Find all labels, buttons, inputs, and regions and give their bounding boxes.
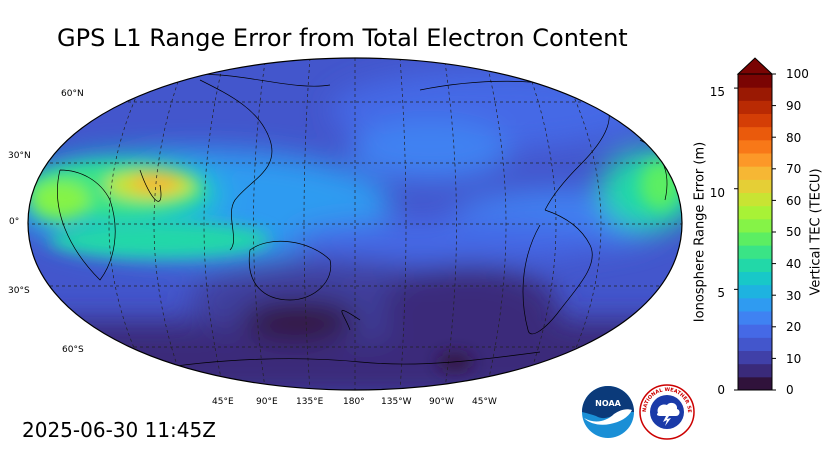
right-tick-40: 40 <box>786 257 802 271</box>
lon-label-180: 180° <box>343 397 365 407</box>
lat-label-30s: 30°S <box>8 286 30 296</box>
colorbar-bands <box>738 74 772 391</box>
colorbar-right-label: Vertical TEC (TECU) <box>808 168 824 296</box>
colorbar-band <box>738 324 772 338</box>
colorbar-band <box>738 153 772 167</box>
colorbar-band <box>738 139 772 154</box>
colorbar-ticks <box>734 73 776 391</box>
colorbar-band <box>738 297 772 312</box>
colorbar-band <box>738 87 772 101</box>
noaa-logo: NOAA <box>582 386 634 438</box>
right-tick-90: 90 <box>786 99 802 113</box>
noaa-logo-text: NOAA <box>595 399 621 408</box>
right-tick-50: 50 <box>786 225 802 239</box>
colorbar-band <box>738 363 772 378</box>
colorbar-band <box>738 232 772 246</box>
lon-label-135w: 135°W <box>381 397 412 407</box>
colorbar-band <box>738 113 772 128</box>
colorbar-extend-arrow <box>736 57 774 75</box>
lon-label-90e: 90°E <box>256 397 278 407</box>
right-tick-0: 0 <box>786 383 794 397</box>
colorbar-band <box>738 100 772 114</box>
left-tick-10: 10 <box>709 186 725 200</box>
colorbar-band <box>738 166 772 180</box>
lon-label-45w: 45°W <box>472 397 497 407</box>
left-tick-5: 5 <box>717 286 725 300</box>
colorbar-band <box>738 311 772 325</box>
colorbar-band <box>738 284 772 299</box>
lon-label-135e: 135°E <box>296 397 324 407</box>
chart-title: GPS L1 Range Error from Total Electron C… <box>57 24 628 52</box>
colorbar-band <box>738 192 772 207</box>
right-tick-30: 30 <box>786 289 802 303</box>
left-tick-0: 0 <box>717 383 725 397</box>
colorbar-band <box>738 245 772 259</box>
lat-label-30n: 30°N <box>8 151 31 161</box>
colorbar-band <box>738 179 772 193</box>
colorbar-band <box>738 205 772 220</box>
right-tick-80: 80 <box>786 131 802 145</box>
right-tick-100: 100 <box>786 67 809 81</box>
lat-label-60n: 60°N <box>61 89 84 99</box>
lon-label-90w: 90°W <box>429 397 454 407</box>
lon-label-45e: 45°E <box>212 397 234 407</box>
timestamp: 2025-06-30 11:45Z <box>22 418 216 442</box>
lat-label-60s: 60°S <box>62 345 84 355</box>
lat-label-0: 0° <box>9 217 20 227</box>
colorbar-band <box>738 126 772 141</box>
colorbar-band <box>738 376 772 391</box>
right-tick-60: 60 <box>786 194 802 208</box>
globe-outline <box>27 57 683 391</box>
colorbar-band <box>738 337 772 351</box>
colorbar-band <box>738 74 772 88</box>
colorbar-band <box>738 218 772 233</box>
right-tick-10: 10 <box>786 352 802 366</box>
nws-logo: NATIONAL WEATHER SERVICE <box>638 383 695 440</box>
colorbar-band <box>738 350 772 365</box>
colorbar-left-label: Ionosphere Range Error (m) <box>692 141 708 323</box>
colorbar-band <box>738 271 772 286</box>
colorbar-band <box>738 258 772 272</box>
left-tick-15: 15 <box>709 85 725 99</box>
right-tick-70: 70 <box>786 162 802 176</box>
tec-field <box>28 58 682 390</box>
right-tick-20: 20 <box>786 320 802 334</box>
